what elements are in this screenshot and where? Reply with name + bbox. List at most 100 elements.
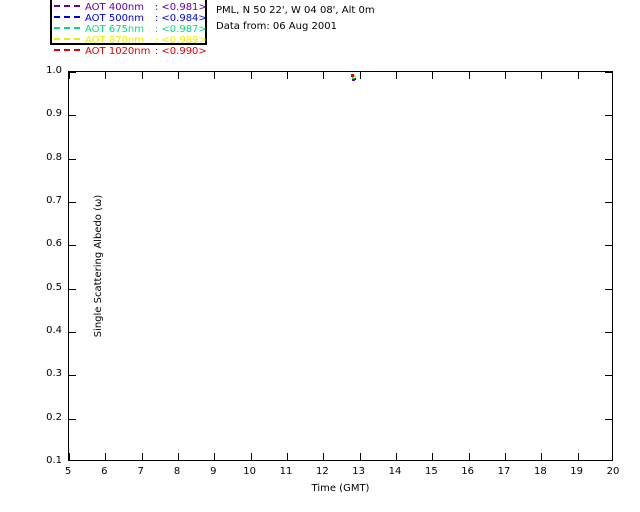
x-axis-tick-label: 15 bbox=[424, 466, 438, 477]
x-axis-tick-label: 16 bbox=[461, 466, 475, 477]
legend-wavelength: 675nm bbox=[108, 24, 145, 35]
legend-value: <0.981> bbox=[161, 2, 207, 13]
legend-label: AOT bbox=[85, 2, 106, 13]
x-axis-tick bbox=[323, 72, 325, 79]
x-axis-tick bbox=[396, 72, 397, 79]
x-axis-tick-label: 10 bbox=[243, 466, 257, 477]
x-axis-tick bbox=[287, 453, 288, 460]
x-axis-tick bbox=[178, 453, 179, 460]
x-axis-tick bbox=[432, 72, 434, 79]
data-date-line: Data from: 06 Aug 2001 bbox=[216, 21, 337, 32]
legend-value: <0.984> bbox=[161, 13, 207, 24]
y-axis-tick bbox=[69, 115, 76, 117]
x-axis-tick-label: 12 bbox=[315, 466, 329, 477]
y-axis-tick-label: 0.6 bbox=[46, 238, 62, 250]
y-axis-tick bbox=[605, 158, 612, 160]
plot-canvas bbox=[69, 72, 612, 460]
legend-label: AOT bbox=[85, 46, 106, 57]
x-axis-tick-label: 18 bbox=[533, 466, 547, 477]
legend-line-swatch bbox=[54, 38, 80, 40]
x-axis-tick bbox=[505, 72, 506, 79]
x-axis-tick bbox=[577, 453, 579, 460]
x-axis-tick bbox=[250, 453, 252, 460]
x-axis-tick bbox=[287, 72, 288, 79]
y-axis-tick bbox=[605, 418, 612, 420]
legend-line-swatch bbox=[54, 5, 80, 7]
legend-label: AOT bbox=[85, 35, 106, 46]
x-axis-tick bbox=[69, 72, 70, 79]
y-axis-tick bbox=[605, 288, 612, 290]
y-axis-tick-label: 0.7 bbox=[46, 195, 62, 206]
x-axis-tick-label: 13 bbox=[352, 466, 366, 477]
legend-box bbox=[50, 0, 207, 45]
x-axis-tick bbox=[250, 72, 252, 79]
x-axis-tick bbox=[141, 72, 143, 79]
x-axis-tick-label: 5 bbox=[64, 466, 72, 477]
legend-entry: AOT 500nm: <0.984> bbox=[54, 13, 207, 24]
y-axis-tick bbox=[69, 72, 76, 73]
y-axis-tick-label: 0.4 bbox=[46, 325, 62, 336]
y-axis-tick bbox=[69, 202, 76, 203]
legend-line-swatch bbox=[54, 27, 80, 29]
x-axis-title: Time (GMT) bbox=[311, 483, 370, 494]
y-axis-tick bbox=[69, 332, 76, 333]
y-axis-tick bbox=[605, 202, 612, 203]
y-axis-tick-label: 0.8 bbox=[46, 151, 62, 163]
x-axis-tick bbox=[505, 453, 506, 460]
x-axis-tick bbox=[541, 72, 543, 79]
legend-separator: : bbox=[154, 24, 162, 35]
x-axis-tick-label: 17 bbox=[497, 466, 511, 477]
y-axis-tick bbox=[605, 332, 612, 333]
legend-separator: : bbox=[154, 2, 162, 13]
x-axis-tick bbox=[541, 453, 543, 460]
x-axis-tick bbox=[359, 72, 361, 79]
site-location-line: PML, N 50 22', W 04 08', Alt 0m bbox=[216, 5, 375, 16]
x-axis-tick bbox=[105, 453, 107, 460]
x-axis-tick bbox=[214, 453, 216, 460]
legend-label: AOT bbox=[85, 24, 106, 35]
y-axis-tick bbox=[69, 288, 76, 290]
y-axis-tick-label: 0.5 bbox=[46, 281, 62, 293]
x-axis-tick-label: 9 bbox=[210, 466, 217, 477]
y-axis-tick bbox=[69, 158, 76, 160]
header-annotation: PML, N 50 22', W 04 08', Alt 0m Data fro… bbox=[216, 3, 375, 35]
legend-label: AOT bbox=[85, 13, 106, 24]
y-axis-title: Single Scattering Albedo (ω) bbox=[92, 194, 104, 338]
legend-wavelength: 500nm bbox=[108, 13, 145, 24]
data-point bbox=[351, 74, 355, 78]
x-axis-tick bbox=[69, 453, 70, 460]
legend-separator: : bbox=[154, 46, 162, 57]
plot-frame: Single Scattering Albedo (ω) bbox=[68, 71, 613, 461]
x-axis-tick bbox=[396, 453, 397, 460]
legend-entry: AOT 870nm: <0.989> bbox=[54, 35, 207, 46]
x-axis-tick bbox=[468, 72, 470, 79]
legend-line-swatch bbox=[54, 16, 80, 18]
x-axis-tick-label: 14 bbox=[388, 466, 402, 477]
y-axis-tick bbox=[605, 245, 612, 247]
y-axis-tick-label: 0.3 bbox=[46, 368, 62, 380]
y-axis-tick bbox=[605, 115, 612, 117]
x-axis-tick bbox=[105, 72, 107, 79]
legend-entry: AOT 1020nm: <0.990> bbox=[54, 46, 207, 57]
x-axis-tick bbox=[178, 72, 179, 79]
legend-value: <0.990> bbox=[161, 46, 207, 57]
x-axis-tick bbox=[359, 453, 361, 460]
x-axis-tick bbox=[432, 453, 434, 460]
x-axis-tick-label: 19 bbox=[570, 466, 584, 477]
y-axis-tick bbox=[69, 375, 76, 377]
legend-line-swatch bbox=[54, 49, 80, 51]
legend-wavelength: 870nm bbox=[108, 35, 145, 46]
legend-entry: AOT 675nm: <0.987> bbox=[54, 24, 207, 35]
legend-entry: AOT 400nm: <0.981> bbox=[54, 2, 207, 13]
x-axis-tick bbox=[323, 453, 325, 460]
x-axis-tick-label: 20 bbox=[606, 466, 620, 477]
y-axis-tick bbox=[605, 72, 612, 73]
legend-separator: : bbox=[154, 13, 162, 24]
x-axis-tick bbox=[214, 72, 216, 79]
legend-wavelength: 1020nm bbox=[108, 46, 151, 57]
x-axis-tick-label: 11 bbox=[279, 466, 293, 477]
y-axis-tick bbox=[69, 245, 76, 247]
y-axis-tick bbox=[69, 418, 76, 420]
x-axis-tick-label: 8 bbox=[173, 466, 181, 477]
